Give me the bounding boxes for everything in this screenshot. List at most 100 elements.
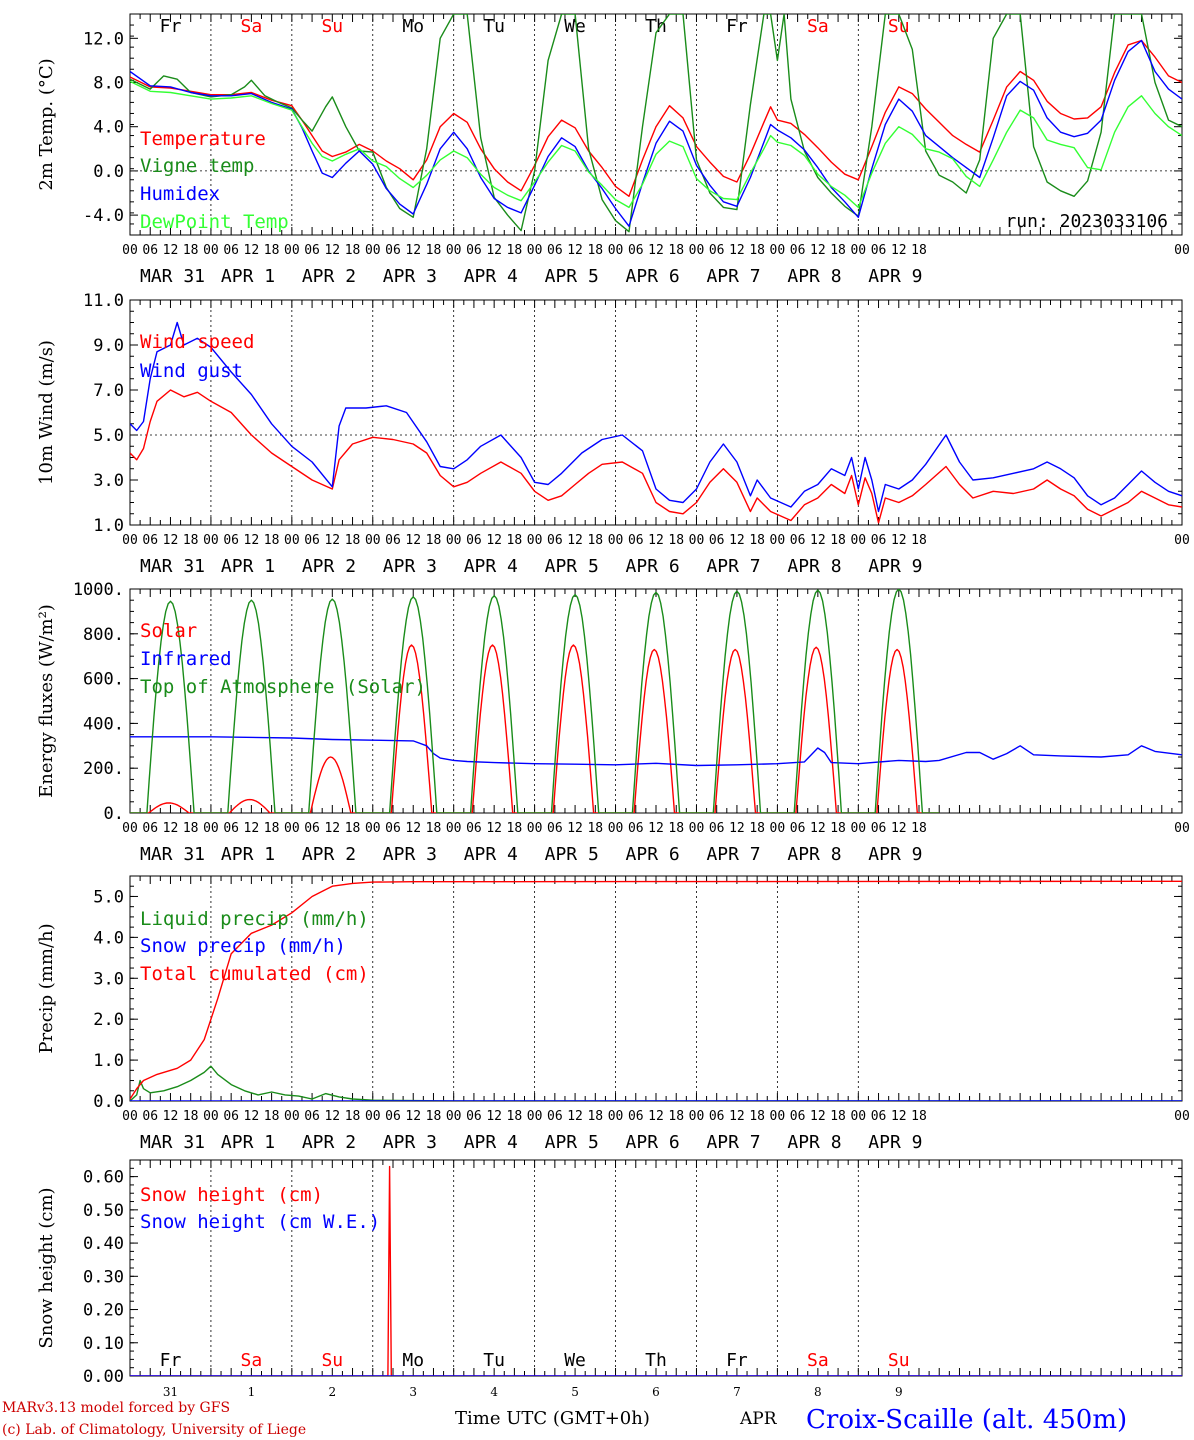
hour-tick-label: 06 <box>790 243 806 258</box>
hour-tick-label: 12 <box>648 1109 664 1124</box>
hour-tick-label: 00 <box>608 821 624 836</box>
hour-tick-label: 00 <box>203 243 219 258</box>
series-line-vigne-temp <box>130 14 1182 233</box>
hour-tick-label: 00 <box>850 243 866 258</box>
hour-tick-label: 12 <box>324 1109 340 1124</box>
hour-tick-label: 00 <box>689 1109 705 1124</box>
time-axis-label: Time UTC (GMT+0h) <box>455 1408 650 1429</box>
date-label: APR 8 <box>787 844 841 865</box>
day-name-label: Sa <box>807 1350 829 1371</box>
date-label: APR 5 <box>545 1132 599 1153</box>
hour-tick-label: 00 <box>608 243 624 258</box>
y-tick-label: 400. <box>83 714 124 734</box>
hour-tick-label: 18 <box>264 243 280 258</box>
day-number-label: 1 <box>248 1385 256 1399</box>
legend-temperature: Temperature <box>140 128 266 150</box>
date-label: APR 6 <box>626 844 680 865</box>
hour-tick-label: 06 <box>709 533 725 548</box>
hour-tick-label: 00 <box>365 533 381 548</box>
hour-tick-label: 18 <box>426 821 442 836</box>
y-tick-label: 1.0 <box>93 516 124 536</box>
day-name-label: Su <box>321 1350 343 1371</box>
y-tick-label: 7.0 <box>93 381 124 401</box>
hour-tick-label: 18 <box>911 533 927 548</box>
hour-tick-label: 12 <box>486 243 502 258</box>
series-line-solar <box>130 644 940 813</box>
hour-tick-label: 06 <box>871 533 887 548</box>
hour-tick-label: 12 <box>729 1109 745 1124</box>
series-line-total-cumulated-cm <box>130 880 1182 1100</box>
day-name-label: Th <box>645 1350 667 1371</box>
day-name-label: Sa <box>241 1350 263 1371</box>
day-name-label: Fr <box>160 16 182 37</box>
day-number-label: 8 <box>814 1385 822 1399</box>
hour-tick-label: 00 <box>850 821 866 836</box>
hour-tick-label: 00 <box>527 1109 543 1124</box>
date-label: APR 7 <box>706 266 760 287</box>
date-label: APR 3 <box>383 844 437 865</box>
hour-tick-label: 00 <box>365 243 381 258</box>
hour-tick-label: 18 <box>830 821 846 836</box>
series-line-humidex <box>130 39 1182 227</box>
hour-tick-label: 12 <box>810 243 826 258</box>
date-label: APR 8 <box>787 1132 841 1153</box>
day-number-label: 5 <box>571 1385 579 1399</box>
date-label: APR 1 <box>221 844 275 865</box>
hour-tick-label: 12 <box>891 533 907 548</box>
hour-tick-label: 06 <box>223 821 239 836</box>
hour-tick-label: 00 <box>770 1109 786 1124</box>
station-name: Croix-Scaille (alt. 450m) <box>806 1405 1127 1435</box>
legend-dewpoint-temp: DewPoint Temp <box>140 211 289 233</box>
hour-tick-label: 18 <box>668 243 684 258</box>
hour-tick-label: 06 <box>871 1109 887 1124</box>
panel-4: 5.0 4.0 3.0 2.0 1.0 0.0 Precip (mm/h) 00 06 12 18 M… <box>36 875 1190 1153</box>
hour-tick-label: 06 <box>547 243 563 258</box>
hour-tick-label: 12 <box>729 243 745 258</box>
day-name-label: Mo <box>402 16 424 37</box>
day-number-label: 9 <box>895 1385 903 1399</box>
hour-tick-label: 18 <box>749 533 765 548</box>
hour-tick-label: 06 <box>790 533 806 548</box>
date-label: APR 7 <box>706 556 760 577</box>
y-tick-label: 800. <box>83 625 124 645</box>
date-label: APR 9 <box>868 556 922 577</box>
hour-tick-label: 12 <box>163 1109 179 1124</box>
y-tick-label: 0.0 <box>93 162 124 182</box>
hour-tick-label: 18 <box>264 821 280 836</box>
day-number-label: 2 <box>328 1385 336 1399</box>
hour-tick-label: 12 <box>648 533 664 548</box>
day-name-label: Su <box>888 16 910 37</box>
hour-tick-label: 18 <box>345 243 361 258</box>
hour-tick-label: 18 <box>587 1109 603 1124</box>
hour-tick-label: 06 <box>142 1109 158 1124</box>
hour-tick-label: 06 <box>628 533 644 548</box>
date-label: APR 4 <box>464 844 518 865</box>
legend-total-cumulated-cm: Total cumulated (cm) <box>140 963 369 985</box>
series-group <box>130 1165 1182 1376</box>
hour-tick-label: 12 <box>405 533 421 548</box>
y-tick-label: 2.0 <box>93 1010 124 1030</box>
date-label: APR 1 <box>221 1132 275 1153</box>
date-label: APR 3 <box>383 1132 437 1153</box>
hour-tick-label: 00 <box>365 821 381 836</box>
panel-1: 12.0 8.0 4.0 0.0 -4.0 2m Temp. (°C) 00 06 12 18 MA… <box>36 13 1190 287</box>
hour-tick-label: 18 <box>668 1109 684 1124</box>
hour-tick-label: 18 <box>183 243 199 258</box>
hour-tick-label: 12 <box>163 821 179 836</box>
hour-tick-label: 00 <box>446 533 462 548</box>
hour-tick-label: 06 <box>304 821 320 836</box>
hour-tick-label: 00 <box>203 1109 219 1124</box>
hour-tick-label: 06 <box>547 1109 563 1124</box>
hour-tick-label: 12 <box>486 533 502 548</box>
day-name-label: Th <box>645 16 667 37</box>
hour-tick-label: 00 <box>122 243 138 258</box>
hour-tick-label: 00 <box>608 1109 624 1124</box>
y-tick-label: 0.20 <box>83 1301 124 1321</box>
hour-tick-label: 18 <box>264 533 280 548</box>
hour-tick-label: 06 <box>628 243 644 258</box>
series-line-dewpoint-temp <box>130 80 1182 209</box>
hour-tick-label: 06 <box>871 243 887 258</box>
legend-wind-speed: Wind speed <box>140 331 254 353</box>
y-tick-label: -4.0 <box>83 206 124 226</box>
hour-tick-label: 18 <box>426 243 442 258</box>
